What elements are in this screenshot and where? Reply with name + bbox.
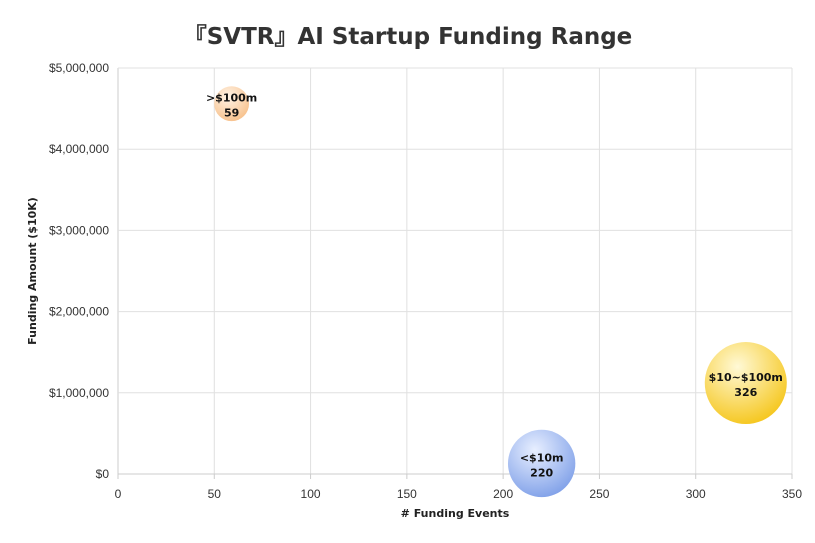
y-axis-title: Funding Amount ($10K) <box>26 197 39 345</box>
x-tick-label: 200 <box>493 487 513 501</box>
x-tick-label: 250 <box>589 487 609 501</box>
y-tick-label: $0 <box>96 467 110 481</box>
grid-layer <box>117 67 793 479</box>
tick-labels: 0 50 100 150 200 250 300 350 $0 $1,000,000 $2,000,… <box>49 61 802 501</box>
y-tick-label: $3,000,000 <box>49 223 109 237</box>
y-tick-label: $4,000,000 <box>49 142 109 156</box>
x-axis-title: # Funding Events <box>401 507 510 520</box>
x-tick-label: 350 <box>782 487 802 501</box>
bubble-value-label: 220 <box>530 466 553 479</box>
bubble-point[interactable] <box>704 342 787 425</box>
x-tick-label: 0 <box>115 487 122 501</box>
bubble-label: <$10m <box>520 451 564 464</box>
y-tick-label: $2,000,000 <box>49 305 109 319</box>
x-tick-label: 300 <box>686 487 706 501</box>
bubble-layer: >$100m 59 $10~$100m 326 <$10m 220 <box>206 86 787 498</box>
x-tick-label: 50 <box>208 487 222 501</box>
bubble-label: >$100m <box>206 92 257 105</box>
bubble-point[interactable] <box>507 429 576 498</box>
bubble-point[interactable] <box>214 86 250 122</box>
bubble-value-label: 326 <box>734 386 757 399</box>
x-tick-label: 150 <box>397 487 417 501</box>
chart-title: 『SVTR』AI Startup Funding Range <box>184 23 633 50</box>
bubble-value-label: 59 <box>224 107 239 120</box>
y-tick-label: $5,000,000 <box>49 61 109 75</box>
y-tick-label: $1,000,000 <box>49 386 109 400</box>
bubble-label: $10~$100m <box>709 371 783 384</box>
x-tick-label: 100 <box>301 487 321 501</box>
